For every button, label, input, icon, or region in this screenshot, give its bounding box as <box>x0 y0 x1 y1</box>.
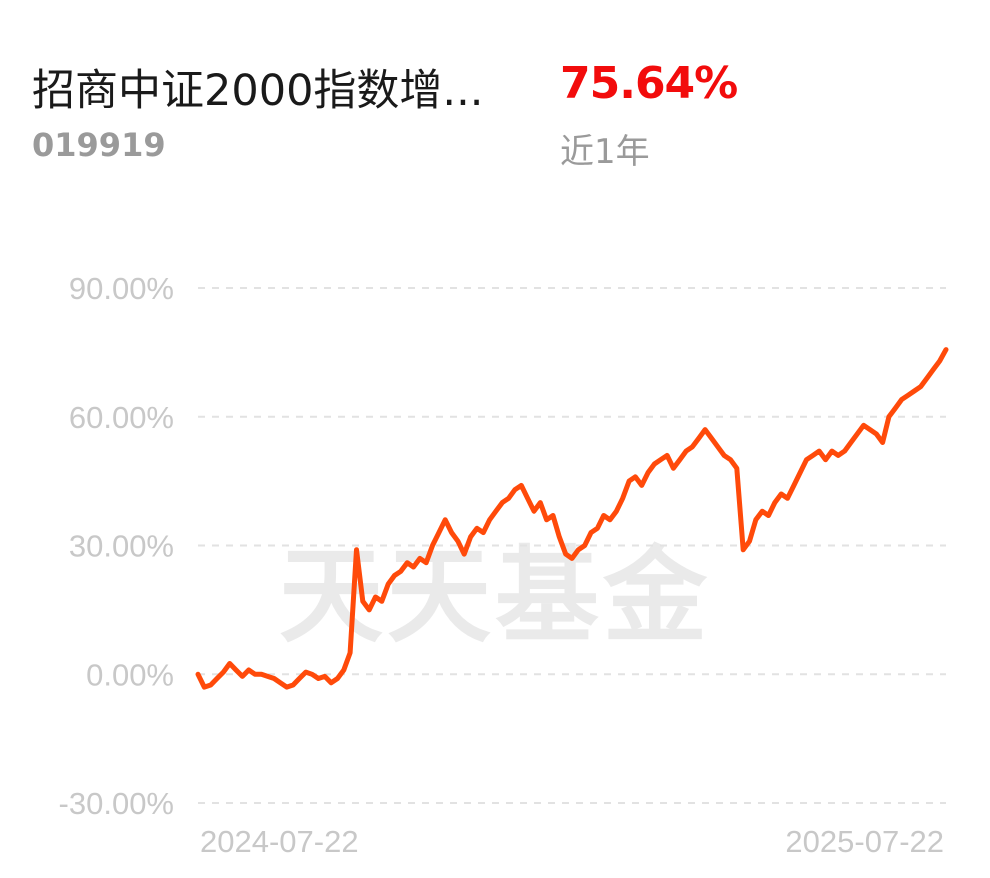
y-tick-label: 60.00% <box>69 400 174 435</box>
x-tick-label-end: 2025-07-22 <box>785 824 944 859</box>
y-tick-label: 0.00% <box>86 657 174 692</box>
series-line <box>195 347 949 690</box>
y-tick-label: 90.00% <box>69 271 174 306</box>
y-tick-label: 30.00% <box>69 529 174 564</box>
watermark-text: 天天基金 <box>279 534 711 657</box>
fund-code: 019919 <box>32 126 166 164</box>
y-tick-label: -30.00% <box>59 786 174 821</box>
fund-name: 招商中证2000指数增... <box>32 66 484 116</box>
return-period-label: 近1年 <box>560 132 650 172</box>
return-value: 75.64% <box>560 58 738 109</box>
x-tick-label-start: 2024-07-22 <box>200 824 359 859</box>
